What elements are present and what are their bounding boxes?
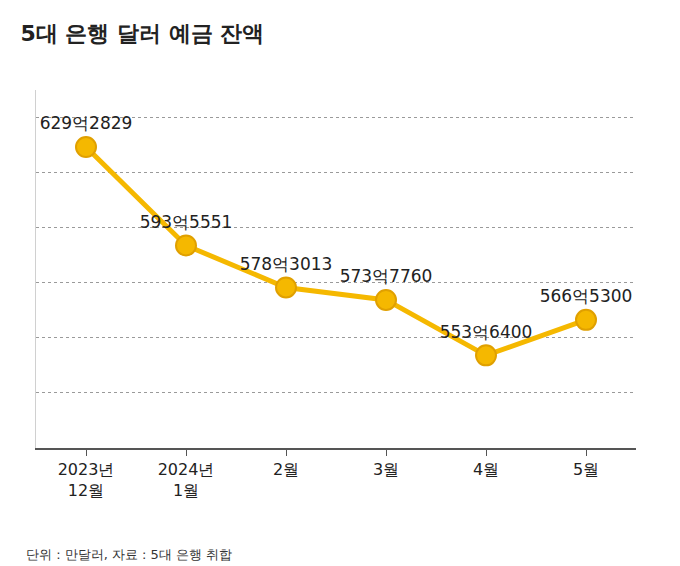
svg-text:566억5300: 566억5300 bbox=[540, 286, 633, 306]
svg-text:593억5551: 593억5551 bbox=[140, 212, 233, 232]
svg-text:578억3013: 578억3013 bbox=[240, 254, 333, 274]
svg-text:573억7760: 573억7760 bbox=[340, 266, 433, 286]
svg-text:2월: 2월 bbox=[273, 460, 299, 479]
svg-text:5대 은행 달러 예금 잔액: 5대 은행 달러 예금 잔액 bbox=[20, 21, 264, 46]
svg-text:2024년1월: 2024년1월 bbox=[158, 460, 215, 500]
svg-text:553억6400: 553억6400 bbox=[440, 322, 533, 342]
svg-text:단위 : 만달러, 자료 : 5대 은행 취합: 단위 : 만달러, 자료 : 5대 은행 취합 bbox=[26, 547, 232, 562]
svg-text:4월: 4월 bbox=[473, 460, 499, 479]
svg-text:2023년12월: 2023년12월 bbox=[58, 460, 115, 500]
svg-text:5월: 5월 bbox=[573, 460, 599, 479]
svg-text:629억2829: 629억2829 bbox=[40, 113, 133, 133]
svg-text:3월: 3월 bbox=[373, 460, 399, 479]
